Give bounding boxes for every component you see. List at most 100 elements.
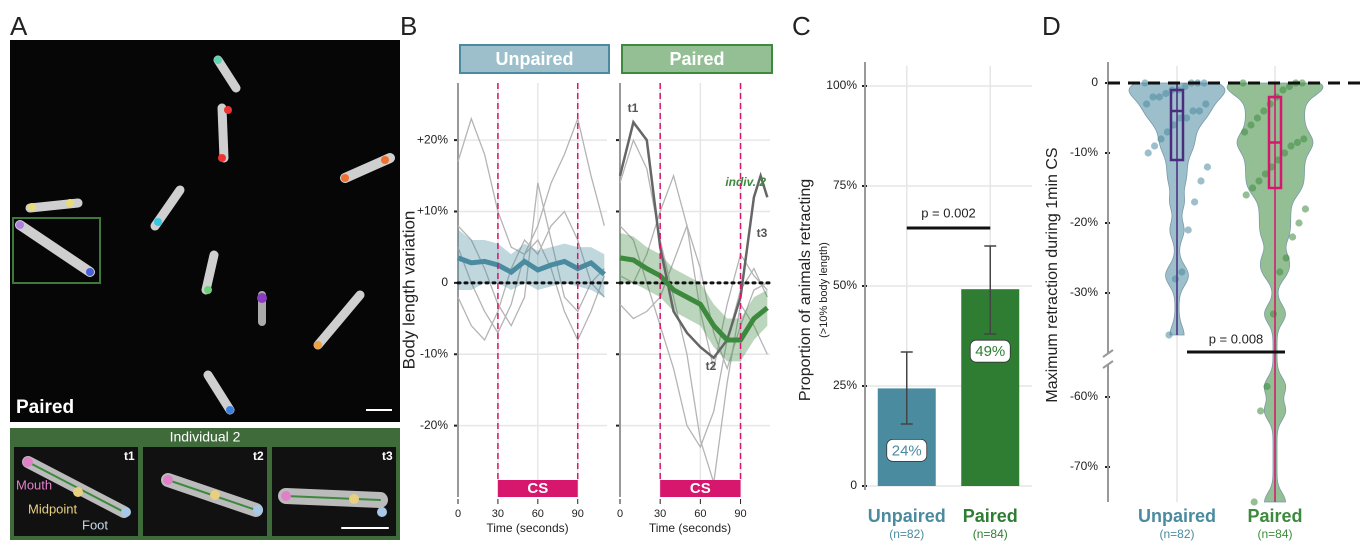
- value-label-box: [886, 438, 928, 462]
- data-point: [1300, 135, 1308, 143]
- data-point: [1249, 184, 1257, 192]
- data-point: [1301, 205, 1309, 213]
- x-tick-label: 30: [492, 508, 504, 520]
- cs-band: [660, 480, 741, 497]
- keypoint-label: Midpoint: [28, 501, 78, 516]
- cs-band: [497, 480, 578, 497]
- x-tick-label: 90: [734, 508, 746, 520]
- y-tick-label: 0: [1091, 75, 1098, 89]
- y-tick-label: -70%: [1070, 459, 1098, 473]
- n-label: (n=82): [889, 527, 924, 541]
- data-point: [1184, 226, 1192, 234]
- data-point: [1197, 177, 1205, 185]
- value-label: 49%: [975, 343, 1005, 360]
- data-point: [1241, 128, 1249, 136]
- data-point: [1242, 191, 1250, 199]
- data-point: [1260, 107, 1268, 115]
- frame-label: t1: [124, 449, 135, 463]
- data-point: [1289, 233, 1297, 241]
- x-tick-label: Paired: [963, 506, 1018, 526]
- y-tick-label: -60%: [1070, 389, 1098, 403]
- y-tick-label: 50%: [833, 278, 857, 292]
- data-point: [1261, 170, 1269, 178]
- x-tick-label: 0: [455, 508, 461, 520]
- y-tick-label: -30%: [1070, 285, 1098, 299]
- data-point: [1181, 82, 1189, 91]
- data-point: [1298, 79, 1306, 87]
- x-tick-label: 60: [694, 508, 706, 520]
- data-point: [1195, 107, 1203, 115]
- y-axis-subtitle: (>10% body length): [818, 242, 830, 338]
- x-tick-label: Unpaired: [1138, 506, 1216, 526]
- data-point: [1255, 177, 1263, 185]
- data-point: [1239, 79, 1247, 87]
- data-point: [1155, 93, 1163, 101]
- frame-animals: [22, 456, 389, 529]
- cs-label: CS: [527, 480, 548, 497]
- x-tick-label: Unpaired: [868, 506, 946, 526]
- x-axis-title: Time (seconds): [486, 521, 568, 535]
- animals: [15, 55, 395, 415]
- data-point: [1191, 198, 1199, 206]
- x-tick-label: Paired: [1247, 506, 1302, 526]
- significance-label: p = 0.008: [1209, 331, 1264, 346]
- y-tick-label: 75%: [833, 178, 857, 192]
- panel-label: A: [10, 11, 28, 41]
- panel-label: B: [400, 11, 417, 41]
- keypoint-label: Mouth: [16, 477, 52, 492]
- y-axis-title: Maximum retraction during 1min CS: [1044, 147, 1061, 402]
- y-tick-label: 100%: [826, 78, 857, 92]
- inset-title: Individual 2: [170, 429, 241, 445]
- x-tick-label: 90: [572, 508, 584, 520]
- annotation: t1: [628, 101, 639, 115]
- data-point: [1269, 310, 1277, 318]
- data-point: [1151, 142, 1159, 150]
- trace-line: [457, 238, 605, 342]
- y-tick-label: +20%: [417, 132, 448, 146]
- value-label: 24%: [892, 442, 922, 459]
- data-point: [1295, 219, 1303, 227]
- n-label: (n=84): [973, 527, 1008, 541]
- x-tick-label: 30: [654, 508, 666, 520]
- y-tick-label: +10%: [417, 204, 448, 218]
- x-tick-label: 0: [617, 508, 623, 520]
- data-point: [1144, 149, 1152, 157]
- value-label-box: [969, 339, 1011, 363]
- data-point: [1279, 86, 1287, 94]
- keypoint-label: Foot: [82, 517, 108, 532]
- image-caption: Paired: [16, 397, 74, 418]
- data-point: [1285, 82, 1293, 91]
- data-point: [1276, 268, 1284, 276]
- y-tick-label: -10%: [1070, 145, 1098, 159]
- x-tick-label: 60: [532, 508, 544, 520]
- y-tick-label: 0: [441, 275, 448, 289]
- cs-label: CS: [690, 480, 711, 497]
- trace-line: [619, 173, 768, 369]
- data-point: [1247, 121, 1255, 129]
- inset-frame: [12, 217, 101, 284]
- facet-title: Paired: [669, 49, 724, 69]
- data-point: [1282, 254, 1290, 262]
- facet-header: [459, 44, 610, 74]
- y-tick-label: -20%: [420, 418, 448, 432]
- panel-label: D: [1042, 11, 1061, 41]
- data-point: [1293, 138, 1301, 147]
- y-tick-label: -10%: [420, 346, 448, 360]
- data-point: [1165, 331, 1173, 339]
- error-bar: [984, 245, 997, 335]
- y-axis-title: Proportion of animals retracting: [797, 179, 814, 401]
- data-point: [1200, 79, 1208, 87]
- y-axis-title: Body length variation: [399, 211, 418, 370]
- data-point: [1253, 114, 1261, 122]
- data-point: [1203, 163, 1211, 171]
- mean-line: [619, 255, 769, 343]
- y-tick-label: 0: [850, 478, 857, 492]
- frame-label: t3: [382, 449, 393, 463]
- data-point: [1171, 275, 1179, 283]
- trace-line: [619, 138, 768, 483]
- individual-label: indiv. 2: [725, 175, 766, 189]
- data-point: [1287, 142, 1295, 150]
- box: [1169, 88, 1185, 162]
- data-point: [1202, 100, 1210, 108]
